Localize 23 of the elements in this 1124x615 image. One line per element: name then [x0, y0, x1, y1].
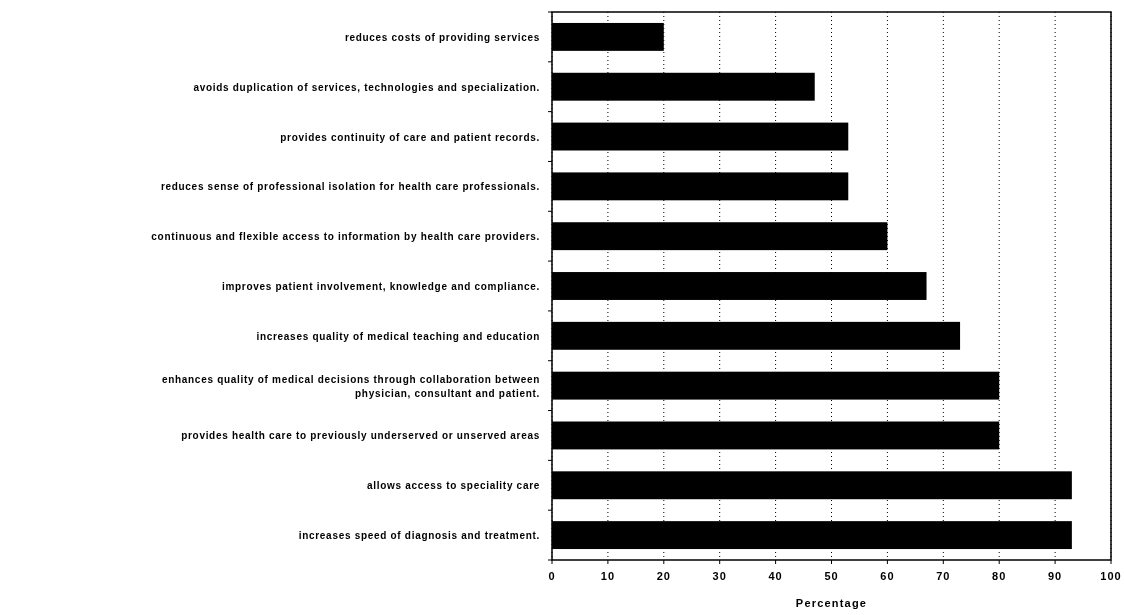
y-tick-label: provides health care to previously underserved or unserved areas	[181, 430, 540, 442]
x-tick-label: 60	[880, 570, 895, 582]
y-tick-label: reduces costs of providing services	[344, 31, 540, 43]
x-tick-label: 70	[936, 570, 951, 582]
x-tick-label: 0	[548, 570, 556, 582]
y-tick-label: avoids duplication of services, technologies and specialization.	[193, 81, 540, 93]
y-tick-label: increases quality of medical teaching and education	[256, 330, 540, 342]
y-tick-label: reduces sense of professional isolation for health care professionals.	[160, 181, 540, 193]
x-tick-label: 30	[712, 570, 727, 582]
x-tick-label: 90	[1047, 570, 1063, 582]
x-tick-label: 20	[656, 570, 671, 582]
x-tick-label: 80	[992, 570, 1007, 582]
y-tick-label: enhances quality of medical decisions through collaboration between physician, consultant and patient.	[161, 373, 540, 399]
x-tick-label: 40	[768, 570, 783, 582]
y-tick-label: increases speed of diagnosis and treatment.	[298, 530, 540, 542]
x-tick-label: 100	[1100, 570, 1122, 582]
y-tick-label: continuous and flexible access to information by health care providers.	[151, 231, 540, 243]
x-tick-label: 50	[824, 570, 839, 582]
y-tick-label: allows access to speciality care	[366, 480, 540, 492]
x-tick-label: 10	[600, 570, 616, 582]
y-tick-label: improves patient involvement, knowledge and compliance.	[221, 281, 540, 292]
x-axis-title: Percentage	[795, 597, 868, 609]
y-tick-label: provides continuity of care and patient records.	[280, 131, 540, 143]
